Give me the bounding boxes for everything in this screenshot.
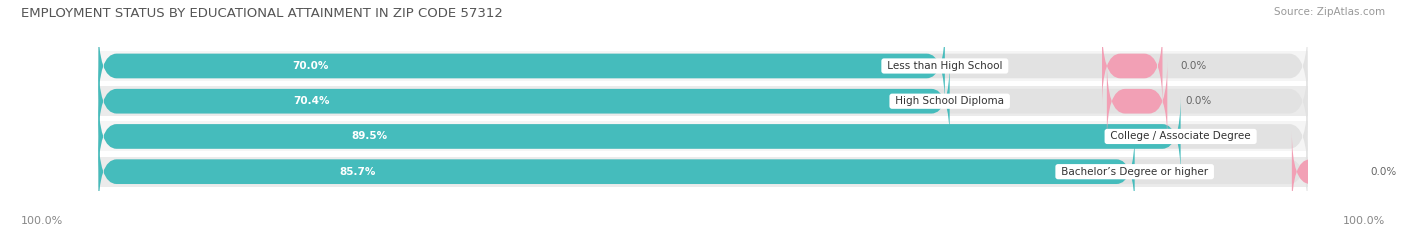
FancyBboxPatch shape <box>98 96 1308 177</box>
Text: 70.0%: 70.0% <box>292 61 328 71</box>
Text: 0.0%: 0.0% <box>1371 167 1396 177</box>
Text: 70.4%: 70.4% <box>292 96 329 106</box>
FancyBboxPatch shape <box>98 131 1308 212</box>
FancyBboxPatch shape <box>1102 25 1163 106</box>
Text: Bachelor’s Degree or higher: Bachelor’s Degree or higher <box>1057 167 1212 177</box>
Text: 0.0%: 0.0% <box>1181 61 1206 71</box>
Text: Source: ZipAtlas.com: Source: ZipAtlas.com <box>1274 7 1385 17</box>
Text: 89.5%: 89.5% <box>352 131 387 141</box>
FancyBboxPatch shape <box>75 86 1331 116</box>
FancyBboxPatch shape <box>98 25 945 106</box>
Text: 0.0%: 0.0% <box>1185 96 1212 106</box>
FancyBboxPatch shape <box>75 121 1331 151</box>
Text: EMPLOYMENT STATUS BY EDUCATIONAL ATTAINMENT IN ZIP CODE 57312: EMPLOYMENT STATUS BY EDUCATIONAL ATTAINM… <box>21 7 503 20</box>
FancyBboxPatch shape <box>1339 96 1398 177</box>
FancyBboxPatch shape <box>98 131 1135 212</box>
Text: 100.0%: 100.0% <box>21 216 63 226</box>
FancyBboxPatch shape <box>98 25 1308 106</box>
FancyBboxPatch shape <box>98 61 949 142</box>
FancyBboxPatch shape <box>98 61 1308 142</box>
Text: College / Associate Degree: College / Associate Degree <box>1107 131 1254 141</box>
FancyBboxPatch shape <box>1292 131 1353 212</box>
Text: 100.0%: 100.0% <box>1343 216 1385 226</box>
FancyBboxPatch shape <box>98 96 1181 177</box>
FancyBboxPatch shape <box>75 51 1331 81</box>
Text: 85.7%: 85.7% <box>339 167 375 177</box>
FancyBboxPatch shape <box>75 157 1331 187</box>
Text: High School Diploma: High School Diploma <box>891 96 1007 106</box>
Text: Less than High School: Less than High School <box>884 61 1005 71</box>
FancyBboxPatch shape <box>1107 61 1167 142</box>
